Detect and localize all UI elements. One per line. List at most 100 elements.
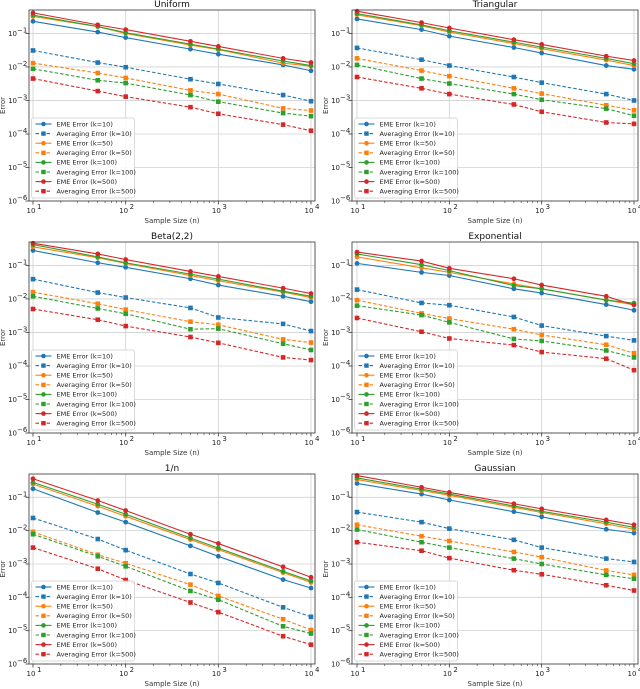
y-axis-label: Error <box>0 560 7 577</box>
y-tick-label: 10 <box>331 661 340 669</box>
y-tick-label: 10 <box>8 560 17 568</box>
data-point <box>280 341 286 347</box>
legend: EME Error (k=10) Averaging Error (k=10) EM… <box>354 117 459 199</box>
data-point <box>447 526 452 531</box>
data-point <box>95 29 101 35</box>
data-point <box>188 588 193 594</box>
data-point <box>30 529 36 535</box>
data-point <box>280 122 286 127</box>
legend-box <box>354 580 458 662</box>
data-point <box>354 74 360 80</box>
data-point <box>123 257 129 262</box>
legend-label: Averaging Error (k=500) <box>380 651 459 659</box>
data-point <box>280 337 286 342</box>
y-tick-exponent: −3 <box>17 557 27 565</box>
data-point <box>631 350 637 356</box>
subplot-gaussian: 10110210310410−610−510−410−310−210−1Gaus… <box>322 464 640 688</box>
data-point <box>95 290 101 295</box>
y-tick-label: 10 <box>331 97 340 105</box>
legend-label: Averaging Error (k=500) <box>380 420 459 428</box>
x-tick-exponent: 2 <box>130 666 134 674</box>
data-point <box>188 334 193 340</box>
legend-marker <box>41 613 46 618</box>
subplot-title: Triangular <box>472 0 518 10</box>
data-point <box>280 106 286 111</box>
legend-label: Averaging Error (k=500) <box>57 420 136 428</box>
legend-marker <box>41 121 46 127</box>
data-point <box>539 42 545 47</box>
data-point <box>419 533 424 539</box>
legend-marker <box>364 169 369 175</box>
legend-label: EME Error (k=50) <box>380 140 436 148</box>
data-point <box>631 559 637 565</box>
y-tick-exponent: −6 <box>340 194 351 202</box>
legend-marker <box>41 189 46 194</box>
data-point <box>539 514 545 520</box>
data-point <box>188 582 193 587</box>
data-point <box>447 63 452 68</box>
legend-label: Averaging Error (k=500) <box>57 651 136 659</box>
y-tick-exponent: −1 <box>17 26 27 34</box>
data-point <box>631 572 637 578</box>
y-tick-exponent: −4 <box>17 590 28 598</box>
y-tick-exponent: −5 <box>17 160 27 168</box>
legend-marker <box>41 632 46 638</box>
x-tick-label: 10 <box>535 207 544 215</box>
legend-label: Averaging Error (k=500) <box>380 188 459 196</box>
legend-marker <box>364 421 369 426</box>
data-point <box>539 323 544 328</box>
legend: EME Error (k=10) Averaging Error (k=10) EM… <box>354 349 459 431</box>
data-point <box>539 338 544 344</box>
data-point <box>603 63 609 68</box>
y-tick-label: 10 <box>331 627 340 635</box>
y-axis-label: Error <box>322 329 330 346</box>
x-tick-label: 10 <box>535 439 544 447</box>
data-point <box>631 58 637 63</box>
legend-label: Averaging Error (k=50) <box>57 381 132 389</box>
legend-marker <box>364 363 369 368</box>
data-point <box>95 260 101 266</box>
x-tick-exponent: 4 <box>315 435 320 443</box>
data-point <box>123 547 128 553</box>
data-point <box>123 94 128 99</box>
data-point <box>446 265 452 271</box>
data-point <box>123 295 128 300</box>
legend-label: Averaging Error (k=10) <box>380 593 455 601</box>
data-point <box>511 314 517 320</box>
legend-marker <box>41 603 46 609</box>
data-point <box>188 38 193 44</box>
legend-label: EME Error (k=100) <box>380 391 441 399</box>
x-tick-exponent: 4 <box>315 203 320 211</box>
data-point <box>308 68 314 74</box>
axes-frame <box>351 9 639 202</box>
legend-label: Averaging Error (k=10) <box>57 593 132 601</box>
legend-label: EME Error (k=100) <box>380 622 441 630</box>
legend-marker <box>41 150 46 155</box>
legend-label: EME Error (k=50) <box>380 372 436 380</box>
y-tick-label: 10 <box>331 594 340 602</box>
data-point <box>216 315 221 320</box>
y-tick-label: 10 <box>8 396 17 404</box>
y-tick-label: 10 <box>331 527 340 535</box>
legend-label: EME Error (k=10) <box>380 352 436 360</box>
data-point <box>308 328 314 334</box>
x-tick-exponent: 2 <box>453 203 457 211</box>
data-point <box>280 92 286 98</box>
data-point <box>631 588 637 593</box>
x-tick-exponent: 1 <box>361 203 365 211</box>
data-point <box>123 311 128 317</box>
data-point <box>123 307 128 312</box>
data-point <box>446 25 452 31</box>
y-tick-exponent: −5 <box>340 160 350 168</box>
legend-marker <box>364 150 369 155</box>
data-point <box>511 501 517 507</box>
legend-label: Averaging Error (k=50) <box>57 612 132 620</box>
data-point <box>308 627 314 633</box>
data-point <box>539 109 544 115</box>
legend-box <box>31 117 135 199</box>
data-point <box>539 290 545 296</box>
data-point <box>308 578 314 584</box>
y-tick-label: 10 <box>331 164 340 172</box>
legend-label: Averaging Error (k=10) <box>380 362 455 370</box>
y-tick-exponent: −2 <box>340 60 350 68</box>
